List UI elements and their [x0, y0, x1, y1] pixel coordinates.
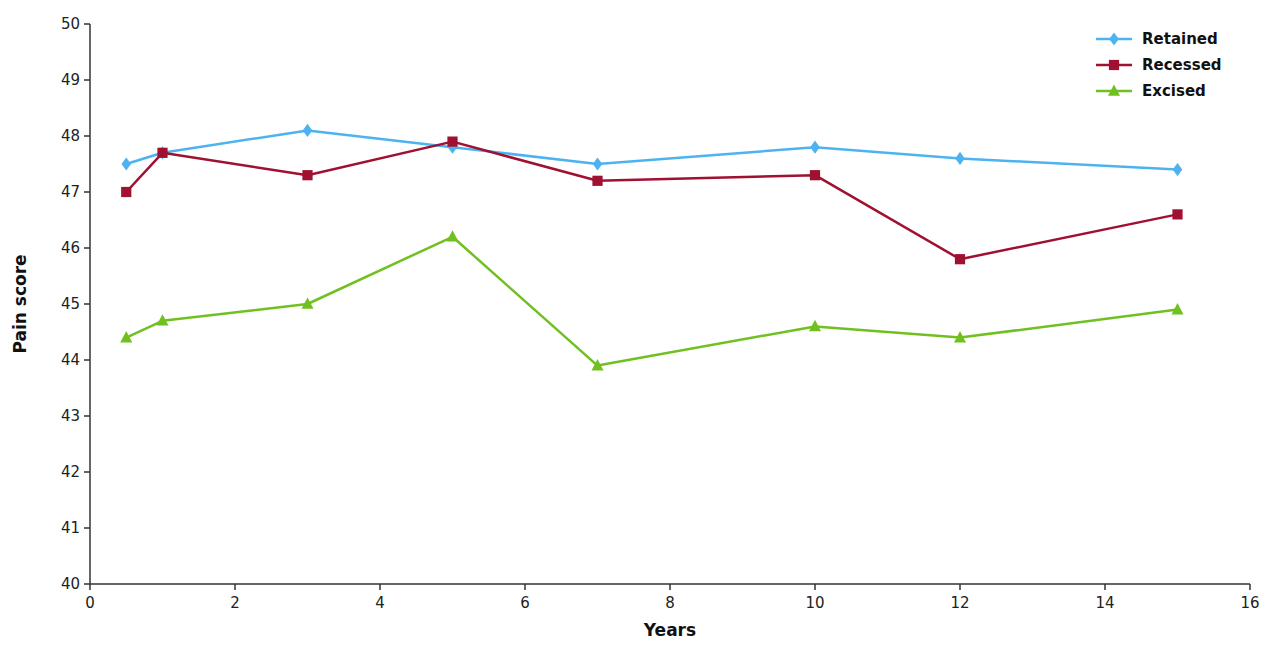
series-marker — [302, 297, 314, 308]
x-tick-label: 4 — [375, 594, 385, 612]
y-tick-label: 42 — [61, 463, 80, 481]
x-tick — [814, 584, 816, 590]
y-axis-label: Pain score — [10, 254, 30, 353]
series-marker — [955, 254, 965, 264]
chart-container: 02468101214164041424344454647484950Years… — [0, 0, 1280, 654]
series-marker — [121, 157, 131, 170]
series-marker — [1172, 209, 1182, 219]
y-tick-label: 44 — [61, 351, 80, 369]
y-tick-label: 49 — [61, 71, 80, 89]
series-line — [126, 130, 1177, 169]
series-marker — [120, 331, 132, 342]
axes: 02468101214164041424344454647484950 — [61, 15, 1260, 612]
x-tick — [524, 584, 526, 590]
y-tick-label: 41 — [61, 519, 80, 537]
y-tick-label: 43 — [61, 407, 80, 425]
x-tick-label: 2 — [230, 594, 240, 612]
series-marker — [810, 170, 820, 180]
y-tick — [84, 79, 90, 81]
y-tick — [84, 583, 90, 585]
series-marker — [303, 124, 313, 137]
series-marker — [809, 320, 821, 331]
series-line — [126, 237, 1177, 366]
series — [121, 124, 1182, 176]
series-marker — [592, 359, 604, 370]
y-tick — [84, 471, 90, 473]
y-tick — [84, 191, 90, 193]
x-tick — [234, 584, 236, 590]
x-axis-label: Years — [643, 620, 696, 640]
y-tick — [84, 303, 90, 305]
x-tick — [1104, 584, 1106, 590]
series — [121, 137, 1182, 265]
legend: Retained Recessed Excised — [1096, 30, 1222, 100]
series-marker — [447, 230, 459, 241]
y-tick-label: 48 — [61, 127, 80, 145]
y-tick-label: 40 — [61, 575, 80, 593]
y-tick-label: 50 — [61, 15, 80, 33]
x-tick — [1249, 584, 1251, 590]
series-marker — [121, 187, 131, 197]
series-marker — [158, 146, 168, 159]
x-tick-label: 0 — [85, 594, 95, 612]
x-tick — [959, 584, 961, 590]
x-tick-label: 14 — [1095, 594, 1114, 612]
legend-swatch-marker — [1108, 84, 1120, 95]
series-marker — [447, 137, 457, 147]
legend-label: Excised — [1142, 82, 1206, 100]
x-tick-label: 6 — [520, 594, 530, 612]
x-tick-label: 10 — [805, 594, 824, 612]
series-marker — [592, 176, 602, 186]
background — [0, 0, 1280, 654]
series-marker — [1172, 303, 1184, 314]
y-tick-label: 47 — [61, 183, 80, 201]
legend-swatch-marker — [1109, 60, 1119, 70]
legend-label: Retained — [1142, 30, 1218, 48]
x-tick-label: 16 — [1240, 594, 1259, 612]
series-marker — [955, 152, 965, 165]
x-tick — [89, 584, 91, 590]
y-tick — [84, 415, 90, 417]
plot-area — [120, 124, 1183, 371]
chart-svg: 02468101214164041424344454647484950Years… — [0, 0, 1280, 654]
series-marker — [302, 170, 312, 180]
series-marker — [593, 157, 603, 170]
y-tick — [84, 247, 90, 249]
x-tick — [379, 584, 381, 590]
series-marker — [954, 331, 966, 342]
x-tick-label: 12 — [950, 594, 969, 612]
series-marker — [810, 141, 820, 154]
y-tick-label: 46 — [61, 239, 80, 257]
x-tick — [669, 584, 671, 590]
series — [120, 230, 1183, 370]
series-marker — [157, 148, 167, 158]
y-tick — [84, 527, 90, 529]
series-line — [126, 142, 1177, 260]
legend-swatch-marker — [1109, 32, 1119, 45]
y-tick — [84, 135, 90, 137]
x-tick-label: 8 — [665, 594, 675, 612]
y-tick — [84, 23, 90, 25]
legend-label: Recessed — [1142, 56, 1222, 74]
y-tick-label: 45 — [61, 295, 80, 313]
series-marker — [157, 314, 169, 325]
series-marker — [1173, 163, 1183, 176]
y-tick — [84, 359, 90, 361]
